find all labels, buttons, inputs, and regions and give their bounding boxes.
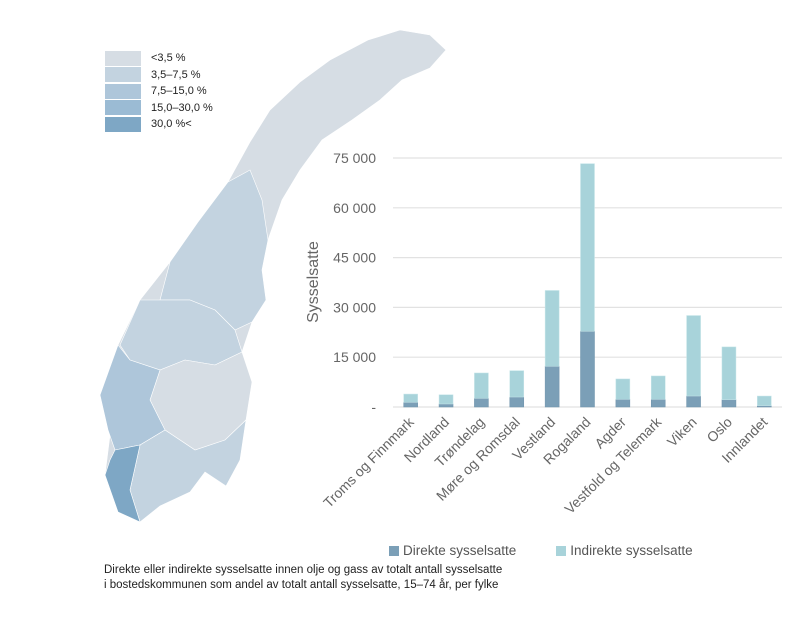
- bar-direct: [403, 402, 418, 408]
- y-tick-label: 75 000: [333, 150, 376, 166]
- map-legend: <3,5 % 3,5–7,5 % 7,5–15,0 % 15,0–30,0 % …: [105, 50, 213, 133]
- y-tick-label: 45 000: [333, 250, 376, 266]
- y-tick-label: 30 000: [333, 299, 376, 315]
- bar-indirect: [686, 315, 701, 397]
- bar-direct: [686, 395, 701, 408]
- bar-direct: [615, 399, 631, 408]
- legend-label: Indirekte sysselsatte: [570, 543, 693, 558]
- bar-direct: [544, 366, 560, 408]
- chart-legend: Direkte sysselsatte Indirekte sysselsatt…: [389, 543, 733, 558]
- legend-swatch: [389, 545, 399, 556]
- legend-label: Direkte sysselsatte: [403, 543, 517, 558]
- legend-swatch: [105, 83, 141, 99]
- bar-indirect: [403, 393, 418, 403]
- map-legend-item: 15,0–30,0 %: [105, 100, 213, 117]
- bar-indirect: [757, 395, 772, 406]
- y-tick-label: -: [371, 399, 376, 415]
- map-legend-item: 3,5–7,5 %: [105, 67, 213, 84]
- bar-direct: [509, 396, 525, 408]
- legend-swatch: [105, 50, 141, 66]
- map-legend-item: 30,0 %<: [105, 116, 213, 133]
- legend-swatch: [556, 545, 567, 556]
- map-region-rogaland: [104, 444, 141, 523]
- bar-direct: [580, 331, 595, 408]
- bar-direct: [474, 398, 489, 408]
- bar-direct: [721, 399, 737, 408]
- legend-swatch: [105, 116, 141, 132]
- bar-direct: [438, 403, 454, 408]
- legend-label: 3,5–7,5 %: [151, 68, 201, 81]
- bar-indirect: [721, 346, 737, 400]
- legend-item-indirect: Indirekte sysselsatte: [556, 543, 693, 558]
- bar-indirect: [580, 163, 595, 332]
- y-axis-label: Sysselsatte: [305, 241, 322, 323]
- bar-indirect: [544, 290, 560, 367]
- x-tick-label: Oslo: [703, 414, 735, 446]
- bar-indirect: [650, 375, 666, 400]
- bar-indirect: [474, 372, 489, 399]
- map-legend-item: 7,5–15,0 %: [105, 83, 213, 100]
- x-tick-label: Troms og Finnmark: [320, 413, 417, 510]
- legend-label: <3,5 %: [151, 52, 186, 65]
- legend-label: 30,0 %<: [151, 118, 192, 131]
- legend-swatch: [105, 67, 141, 83]
- legend-label: 7,5–15,0 %: [151, 85, 207, 98]
- legend-swatch: [105, 100, 141, 116]
- legend-label: 15,0–30,0 %: [151, 101, 213, 114]
- legend-item-direct: Direkte sysselsatte: [389, 543, 516, 558]
- y-tick-label: 60 000: [333, 200, 376, 216]
- x-tick-label: Viken: [664, 414, 700, 450]
- map-legend-item: <3,5 %: [105, 50, 213, 67]
- caption: Direkte eller indirekte sysselsatte inne…: [104, 564, 503, 591]
- bar-direct: [650, 399, 666, 408]
- bar-indirect: [438, 394, 454, 405]
- bar-indirect: [509, 370, 525, 398]
- bar-indirect: [615, 378, 631, 400]
- y-tick-label: 15 000: [333, 349, 376, 365]
